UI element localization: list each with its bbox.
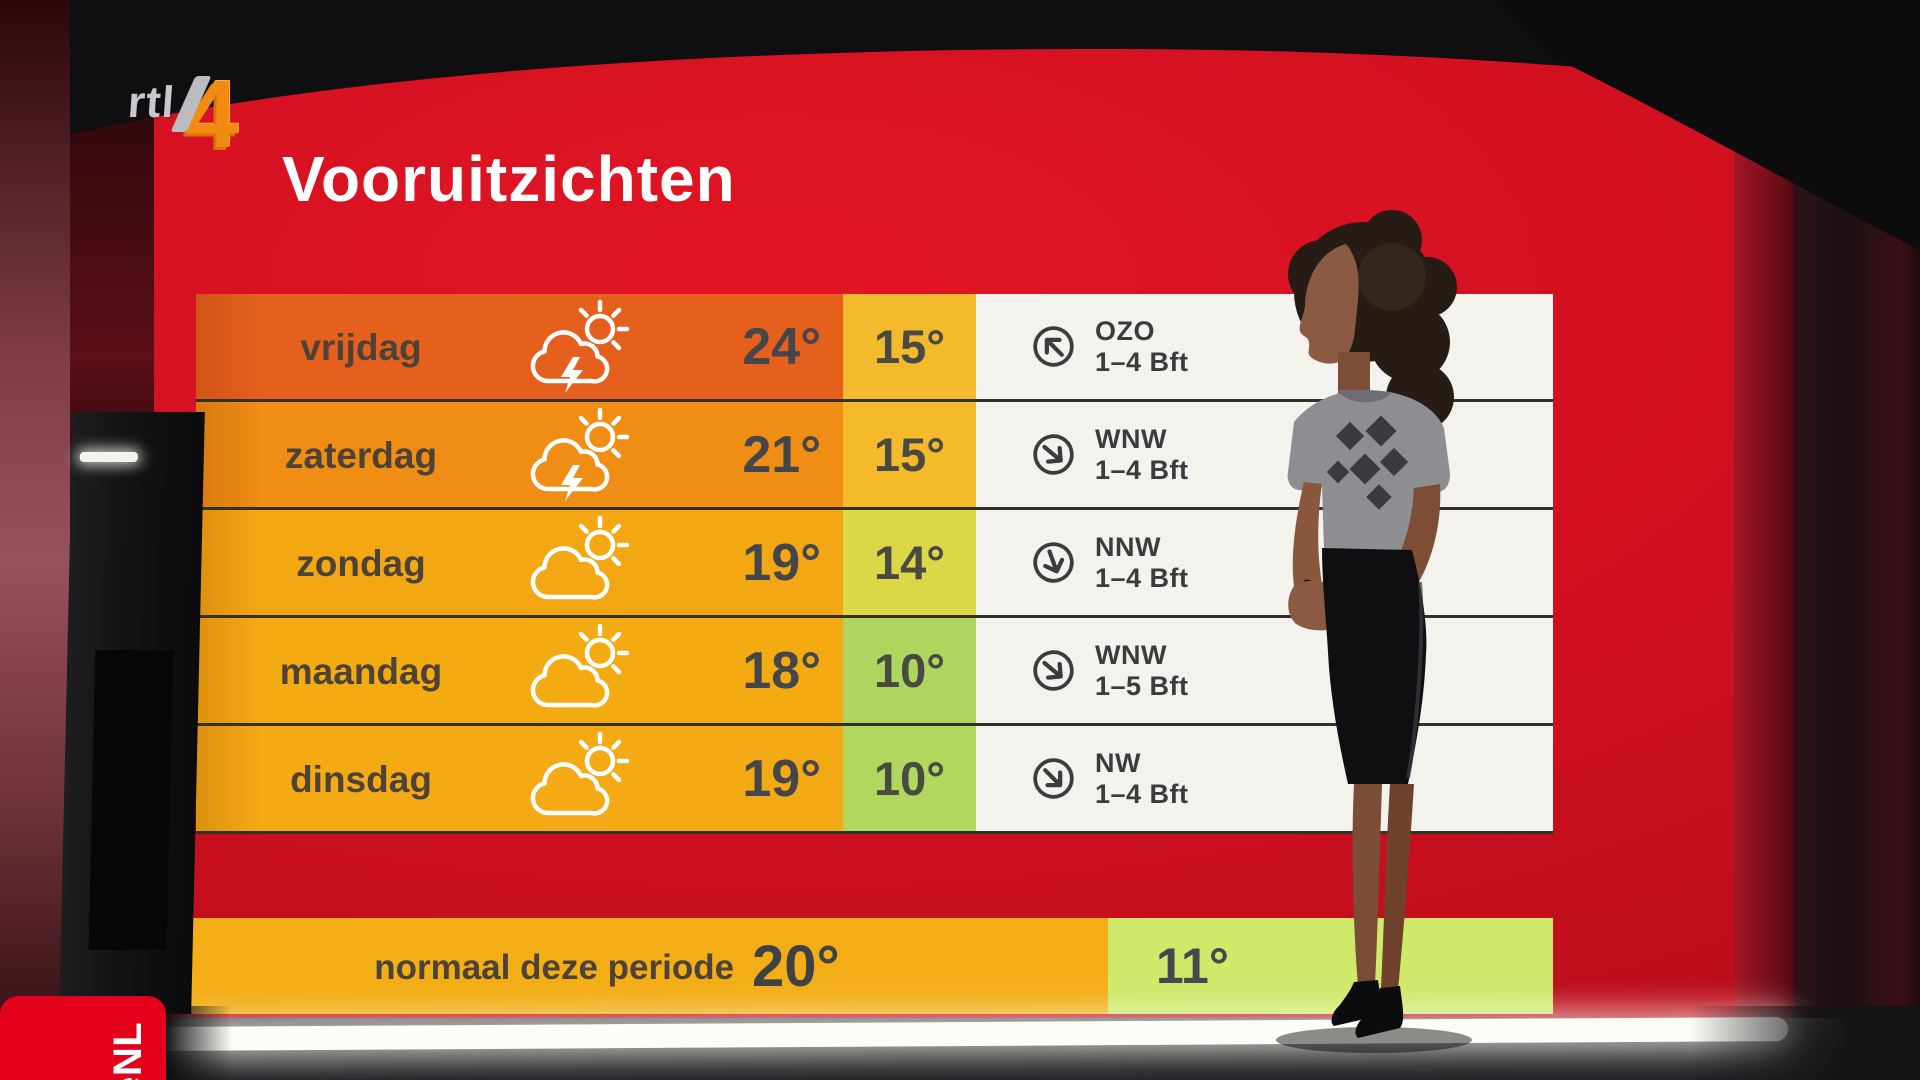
day-temp-cell: dinsdag 19° <box>196 726 843 831</box>
presenter-leg-right <box>1381 784 1414 990</box>
studio-right-edge <box>1734 40 1798 1028</box>
wind-text: WNW 1–5 Bft <box>1095 640 1189 700</box>
studio-left-maroon-panel <box>64 0 154 444</box>
high-temp: 21° <box>742 425 821 484</box>
presenter-arm-right <box>1292 482 1322 606</box>
presenter-shadow <box>1276 1027 1472 1053</box>
normal-high-temp: 20° <box>752 933 840 999</box>
day-temp-cell: zaterdag 21° <box>196 402 843 507</box>
day-label: zondag <box>296 542 426 584</box>
high-temp: 18° <box>742 641 821 700</box>
sun-cloud-icon <box>526 731 648 827</box>
wind-cell: WNW 1–5 Bft <box>976 618 1553 723</box>
wind-direction: OZO <box>1095 316 1155 347</box>
low-temp: 15° <box>873 320 946 373</box>
wind-direction-arrow-icon <box>1020 313 1086 379</box>
day-temp-cell: maandag 18° <box>196 618 843 723</box>
normal-low-cell: 11° <box>1108 918 1553 1014</box>
wind-cell: WNW 1–4 Bft <box>976 402 1553 507</box>
editienl-label: EditieNL <box>106 1022 151 1080</box>
day-label: zaterdag <box>284 434 438 476</box>
presenter-leg-left <box>1352 784 1382 986</box>
wind-text: NW 1–4 Bft <box>1095 748 1189 808</box>
floor-right-shadow <box>1690 1006 1920 1080</box>
low-temp-cell: 15° <box>843 294 976 399</box>
presenter-shoe-right <box>1355 986 1404 1038</box>
wind-direction-arrow-icon <box>1020 637 1086 703</box>
wind-direction-arrow-icon <box>1023 532 1083 592</box>
weather-presenter <box>1276 210 1472 1053</box>
low-temp-cell: 15° <box>843 402 976 507</box>
presenter-face <box>1299 244 1359 364</box>
rtl-logo-text: rtl <box>126 78 177 128</box>
day-label: maandag <box>279 650 443 692</box>
wind-force: 1–4 Bft <box>1095 778 1189 809</box>
low-temp-cell: 14° <box>843 510 976 615</box>
wind-force: 1–4 Bft <box>1095 562 1189 593</box>
normal-period-label: normaal deze periode <box>374 948 735 987</box>
low-temp-cell: 10° <box>843 618 976 723</box>
wind-cell: NW 1–4 Bft <box>976 726 1553 831</box>
sun-cloud-lightning-icon <box>526 407 648 503</box>
table-row: maandag 18° 10° WNW 1–5 Bft <box>196 618 1553 726</box>
wind-cell: NNW 1–4 Bft <box>976 510 1553 615</box>
wind-force: 1–4 Bft <box>1095 454 1189 485</box>
wind-direction: NNW <box>1095 532 1161 563</box>
wind-direction: WNW <box>1095 424 1167 455</box>
table-row: zaterdag 21° 15° WNW 1–4 Bft <box>196 402 1553 510</box>
sun-cloud-icon <box>526 623 648 719</box>
wind-direction-arrow-icon <box>1020 421 1086 487</box>
low-temp: 10° <box>873 644 946 697</box>
sun-cloud-icon <box>526 515 648 611</box>
wind-text: OZO 1–4 Bft <box>1095 316 1189 376</box>
day-label: dinsdag <box>290 758 432 800</box>
low-temp: 14° <box>873 536 946 589</box>
wind-cell: OZO 1–4 Bft <box>976 294 1553 399</box>
editienl-bug: EditieNL <box>0 996 166 1080</box>
normal-high-cell: normaal deze periode 20° <box>176 918 1108 1014</box>
studio-left-wall <box>0 0 70 1014</box>
page-title: Vooruitzichten <box>282 143 736 215</box>
wind-direction: NW <box>1095 748 1141 779</box>
studio-right-wall <box>1794 0 1920 1046</box>
rtl4-logo: rtl 4 <box>126 66 238 162</box>
low-temp: 15° <box>873 428 946 481</box>
high-temp: 19° <box>742 749 821 808</box>
presenter-neck <box>1338 352 1370 394</box>
pillar-inner-panel <box>88 650 174 950</box>
day-temp-cell: vrijdag 24° <box>196 294 843 399</box>
studio-pillar <box>59 412 205 1014</box>
pillar-light-strip <box>79 452 138 462</box>
table-row: dinsdag 19° 10° NW 1–4 Bft <box>196 726 1553 834</box>
wind-direction: WNW <box>1095 640 1167 671</box>
wind-force: 1–4 Bft <box>1095 346 1189 377</box>
wind-text: WNW 1–4 Bft <box>1095 424 1189 484</box>
sun-cloud-lightning-icon <box>526 299 648 395</box>
low-temp: 10° <box>873 752 946 805</box>
table-row: zondag 19° 14° NNW 1–4 Bft <box>196 510 1553 618</box>
normal-low-temp: 11° <box>1156 938 1229 994</box>
wind-force: 1–5 Bft <box>1095 670 1189 701</box>
table-row: vrijdag 24° 15° OZO 1–4 Bft <box>196 294 1553 402</box>
wind-text: NNW 1–4 Bft <box>1095 532 1189 592</box>
day-temp-cell: zondag 19° <box>196 510 843 615</box>
forecast-table: vrijdag 24° 15° OZO 1–4 Bft zaterdag 21° <box>196 294 1553 834</box>
presenter-skirt <box>1322 548 1427 784</box>
normal-period-bar: normaal deze periode 20° 11° <box>176 918 1553 1014</box>
wind-direction-arrow-icon <box>1020 745 1086 811</box>
high-temp: 24° <box>742 317 821 376</box>
high-temp: 19° <box>742 533 821 592</box>
day-label: vrijdag <box>300 326 422 368</box>
low-temp-cell: 10° <box>843 726 976 831</box>
